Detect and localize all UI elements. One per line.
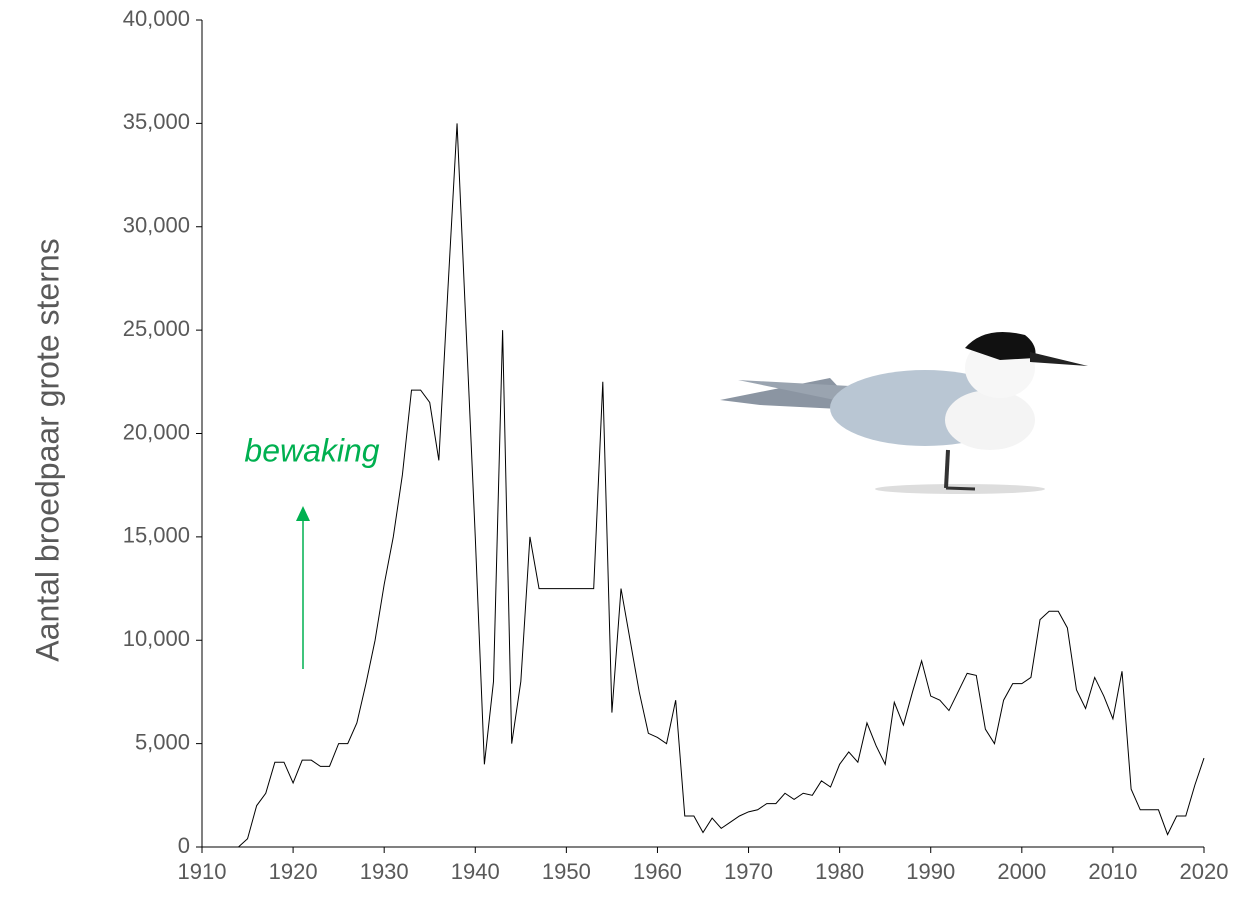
y-tick-label: 20,000 bbox=[123, 419, 190, 444]
x-tick-label: 1980 bbox=[815, 859, 864, 884]
y-tick-label: 35,000 bbox=[123, 109, 190, 134]
x-tick-label: 2000 bbox=[997, 859, 1046, 884]
x-tick-label: 1940 bbox=[451, 859, 500, 884]
line-series bbox=[202, 123, 1204, 847]
y-tick-label: 30,000 bbox=[123, 213, 190, 238]
x-tick-label: 1960 bbox=[633, 859, 682, 884]
y-tick-label: 15,000 bbox=[123, 523, 190, 548]
page: Aantal broedpaar grote sterns bewaking 0… bbox=[0, 0, 1243, 897]
y-tick-label: 25,000 bbox=[123, 316, 190, 341]
annotation: bewaking bbox=[244, 432, 379, 468]
x-tick-label: 1970 bbox=[724, 859, 773, 884]
x-tick-label: 1930 bbox=[360, 859, 409, 884]
x-tick-label: 1990 bbox=[906, 859, 955, 884]
y-axis-label: Aantal broedpaar grote sterns bbox=[29, 238, 65, 661]
y-tick-label: 40,000 bbox=[123, 6, 190, 31]
bird-illustration bbox=[720, 332, 1088, 494]
y-tick-label: 5,000 bbox=[135, 729, 190, 754]
x-tick-label: 2020 bbox=[1180, 859, 1229, 884]
x-tick-label: 1950 bbox=[542, 859, 591, 884]
x-tick-label: 1910 bbox=[178, 859, 227, 884]
x-tick-label: 1920 bbox=[269, 859, 318, 884]
chart: Aantal broedpaar grote sterns bewaking 0… bbox=[0, 0, 1243, 897]
x-tick-label: 2010 bbox=[1088, 859, 1137, 884]
y-tick-label: 10,000 bbox=[123, 626, 190, 651]
y-tick-label: 0 bbox=[178, 833, 190, 858]
arrow bbox=[296, 506, 310, 669]
